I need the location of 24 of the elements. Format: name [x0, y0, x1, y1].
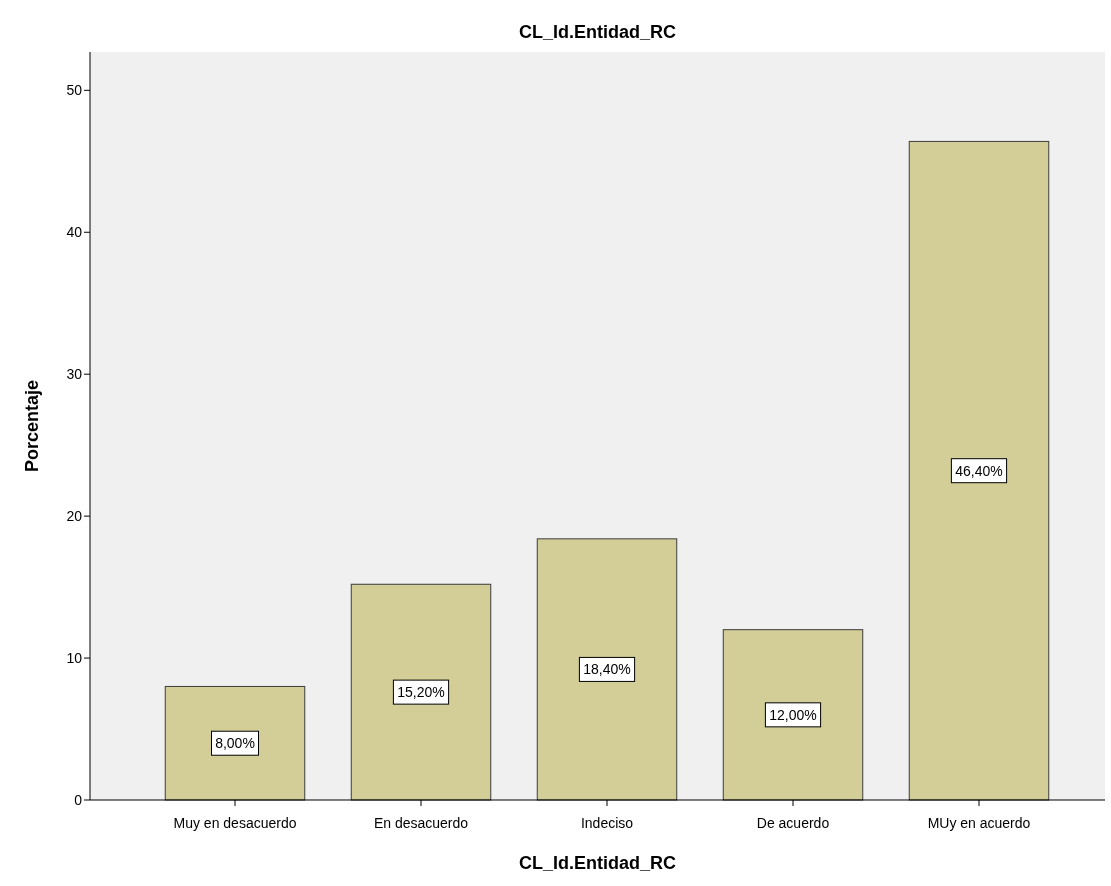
data-label: 18,40%	[583, 661, 631, 678]
chart-title: CL_Id.Entidad_RC	[518, 22, 677, 42]
y-tick-label: 0	[74, 792, 83, 808]
y-tick-label: 50	[66, 82, 83, 99]
x-tick-label: Muy en desacuerdo	[173, 815, 297, 831]
data-label: 15,20%	[397, 684, 445, 701]
bar	[536, 538, 678, 801]
y-axis-title: Porcentaje	[22, 379, 42, 473]
data-label: 8,00%	[215, 735, 255, 752]
bar	[722, 629, 864, 801]
y-tick-label: 40	[66, 224, 83, 241]
x-tick-label: Indeciso	[580, 815, 634, 831]
y-tick-label: 10	[66, 650, 83, 667]
bar	[164, 685, 306, 801]
x-tick-label: MUy en acuerdo	[927, 815, 1031, 831]
data-label: 12,00%	[769, 706, 817, 723]
y-tick-label: 20	[66, 508, 83, 525]
data-label: 46,40%	[955, 462, 1003, 479]
x-tick-label: De acuerdo	[756, 815, 830, 831]
x-axis-title: CL_Id.Entidad_RC	[518, 853, 677, 873]
bar	[350, 583, 492, 801]
bar	[908, 140, 1050, 801]
x-tick-label: En desacuerdo	[373, 815, 469, 831]
y-tick-label: 30	[66, 366, 83, 383]
